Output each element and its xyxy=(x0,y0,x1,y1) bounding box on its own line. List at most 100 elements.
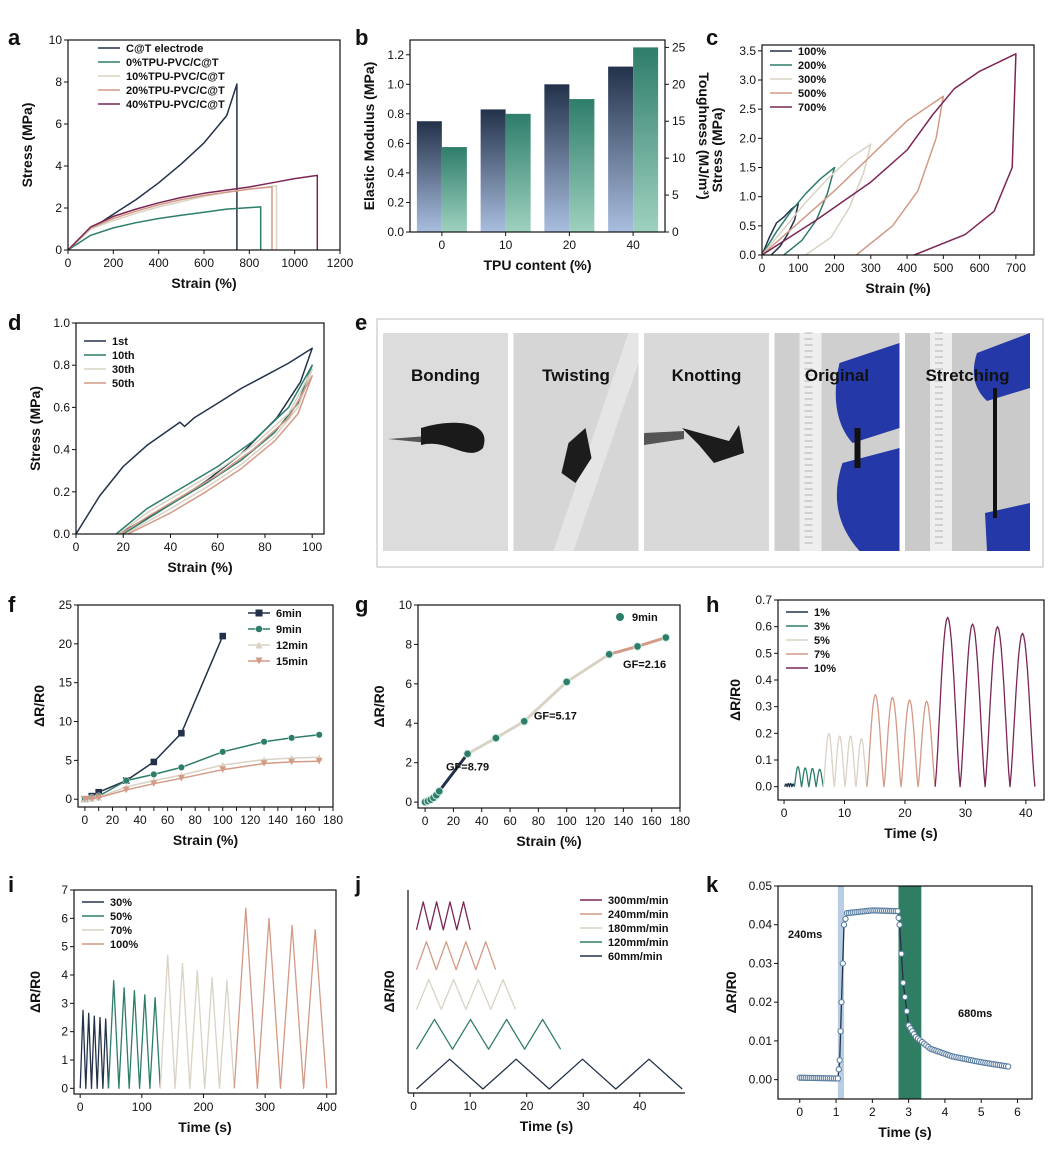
y-tick-label: 0.2 xyxy=(387,195,404,209)
panel-label-h: h xyxy=(706,592,719,617)
fit-line xyxy=(466,653,611,756)
chart-d: 0 20 40 60 80 100 0.0 0.2 0.4 0.6 0.8 1.0 Strain (%)… xyxy=(27,316,325,575)
y2-tick-label: 10 xyxy=(672,151,686,165)
series-line-500pct xyxy=(761,95,945,256)
marker-square xyxy=(95,788,102,796)
y-tick-label: 1.2 xyxy=(387,48,404,62)
panel-label-k: k xyxy=(706,872,719,897)
legend-label: 7% xyxy=(814,649,830,661)
x-tick-label: 0 xyxy=(422,814,429,828)
series-line-7pct xyxy=(866,694,936,788)
y-tick-label: 0.0 xyxy=(739,248,756,262)
legend-label: 10%TPU-PVC/C@T xyxy=(126,71,225,83)
bar-elastic-modulus xyxy=(480,109,506,232)
y-tick-label: 10 xyxy=(59,715,73,729)
marker-triangle xyxy=(255,641,263,649)
data-point xyxy=(895,914,902,922)
data-point xyxy=(834,1075,842,1082)
marker-circle xyxy=(288,734,296,742)
y-tick-label: 0.02 xyxy=(749,995,773,1009)
glove xyxy=(836,448,900,551)
marker-triangle-down xyxy=(315,757,323,765)
x-tick-label: 0 xyxy=(73,540,80,554)
data-point xyxy=(562,677,572,687)
x-tick-label: 10 xyxy=(464,1099,478,1113)
marker-triangle-down xyxy=(150,780,158,787)
y-tick-label: 1.0 xyxy=(387,77,404,91)
x-tick-label: 0 xyxy=(759,261,766,275)
marker-circle xyxy=(150,770,158,778)
marker-triangle-down xyxy=(81,795,89,803)
data-point xyxy=(661,633,671,642)
x-tick-label: 200 xyxy=(825,261,845,275)
data-point xyxy=(900,979,907,986)
legend-label: 300mm/min xyxy=(608,895,669,907)
marker-square xyxy=(255,609,263,617)
legend-label: 50th xyxy=(112,378,135,390)
y-tick-label: 0 xyxy=(55,243,62,257)
x-axis-label: Strain (%) xyxy=(167,559,232,575)
photo-stretching: Stretching xyxy=(905,332,1030,551)
electrode-film xyxy=(421,422,485,453)
x-tick-label: 160 xyxy=(642,814,662,828)
x-tick-label: 10 xyxy=(499,238,513,252)
data-point xyxy=(1005,1063,1012,1070)
tweezers-icon xyxy=(644,431,684,445)
data-point xyxy=(434,786,444,796)
y2-tick-label: 25 xyxy=(672,40,686,54)
series-line-5pct xyxy=(822,732,868,788)
plot-frame xyxy=(777,885,1033,1100)
y-tick-label: 0.4 xyxy=(755,673,772,687)
x-tick-label: 40 xyxy=(633,1099,647,1113)
marker-square xyxy=(219,632,227,640)
twisted-film xyxy=(561,428,592,483)
electrode-strip xyxy=(854,428,861,468)
marker-circle xyxy=(177,763,185,771)
x-axis-label: Strain (%) xyxy=(173,832,238,848)
y-tick-label: 0.6 xyxy=(387,136,404,150)
tweezers-icon xyxy=(388,436,428,443)
x-tick-label: 160 xyxy=(295,813,315,827)
marker-triangle-down xyxy=(288,758,295,766)
x-tick-label: 60 xyxy=(503,814,517,828)
data-point xyxy=(491,733,501,743)
series-line-100pct xyxy=(233,907,328,1089)
series-line-12min xyxy=(84,756,320,800)
legend-label: 12min xyxy=(276,640,308,652)
bar-toughness xyxy=(633,47,659,233)
marker-square xyxy=(178,729,185,737)
legend-label: 50% xyxy=(110,911,132,923)
y-tick-label: 4 xyxy=(405,716,412,730)
legend-label: 500% xyxy=(798,88,826,100)
y-tick-label: 0.6 xyxy=(755,620,772,634)
y-tick-label: 0 xyxy=(65,792,72,806)
data-point xyxy=(604,649,614,659)
y-tick-label: 15 xyxy=(59,676,73,690)
photo-twisting: Twisting xyxy=(513,333,639,551)
y-tick-label: 0.8 xyxy=(53,358,70,372)
recovery-time-label: 680ms xyxy=(958,1008,992,1020)
y-tick-label: 2 xyxy=(61,1025,68,1039)
y-tick-label: 0.01 xyxy=(749,1034,773,1048)
marker-circle xyxy=(255,625,263,633)
chart-f: 0 20 40 60 80 100 120 140 160 180 0 5 10 15 20 25 Strain… xyxy=(31,598,343,848)
data-point xyxy=(896,921,903,928)
glove xyxy=(973,333,1030,401)
data-point xyxy=(519,716,529,726)
glove xyxy=(835,343,900,443)
chart-h: 0 10 20 30 40 0.0 0.1 0.2 0.3 0.4 0.5 0.6 0.7 Time (s… xyxy=(727,593,1045,841)
series-line-30th xyxy=(118,368,313,535)
y-axis-label: ΔR/R0 xyxy=(31,685,47,727)
time-band xyxy=(837,886,845,1099)
y-tick-label: 0.3 xyxy=(755,700,772,714)
y2-tick-label: 0 xyxy=(672,225,679,239)
y-tick-label: 1.0 xyxy=(739,190,756,204)
legend-label: 1st xyxy=(112,336,128,348)
electrode-strip xyxy=(993,388,997,518)
legend-label: 30% xyxy=(110,897,132,909)
legend-label: 60mm/min xyxy=(608,951,663,963)
photo-panel-e: Bonding Twisting Knotting Original Stretchin… xyxy=(376,318,1044,568)
y-axis-label: Stress (MPa) xyxy=(19,103,35,188)
x-tick-label: 20 xyxy=(117,540,131,554)
